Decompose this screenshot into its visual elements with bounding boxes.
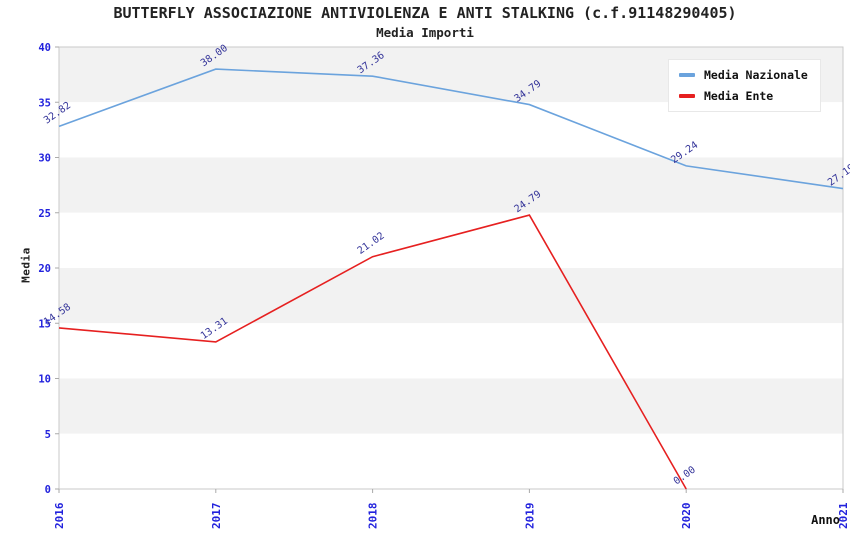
y-tick-label: 10 — [38, 374, 51, 386]
y-tick-label: 35 — [38, 97, 51, 109]
media-ente-line-swatch — [679, 94, 695, 98]
plot-band — [59, 378, 843, 434]
media-nazionale-line-swatch — [679, 73, 695, 77]
x-tick-label: 2017 — [210, 503, 223, 530]
y-tick-label: 20 — [38, 263, 51, 275]
y-tick-label: 25 — [38, 208, 51, 220]
chart-title: BUTTERFLY ASSOCIAZIONE ANTIVIOLENZA E AN… — [113, 4, 737, 22]
chart-subtitle: Media Importi — [376, 25, 474, 40]
plot-band — [59, 212, 843, 268]
y-tick-label: 0 — [45, 484, 51, 496]
y-axis-title: Media — [19, 247, 33, 283]
x-tick-label: 2021 — [837, 502, 850, 529]
series-line-0 — [58, 68, 844, 190]
y-tick-label: 15 — [38, 318, 51, 330]
y-tick-label: 5 — [45, 429, 51, 441]
x-tick-label: 2020 — [680, 503, 693, 530]
plot-band — [59, 268, 843, 324]
legend-label-media-nazionale: Media Nazionale — [704, 68, 808, 82]
plot-band — [59, 157, 843, 213]
legend-label-media-ente: Media Ente — [704, 89, 774, 103]
series-line-1 — [58, 214, 687, 490]
y-tick-label: 40 — [38, 42, 51, 54]
legend: Media Nazionale Media Ente — [668, 59, 821, 112]
x-tick-label: 2016 — [53, 502, 66, 529]
x-tick-label: 2019 — [523, 503, 536, 530]
legend-entry-media-nazionale: Media Nazionale — [679, 68, 808, 82]
y-tick-label: 30 — [38, 153, 51, 165]
legend-entry-media-ente: Media Ente — [679, 89, 808, 103]
plot-band — [59, 323, 843, 379]
x-tick-label: 2018 — [367, 503, 380, 530]
plot-band — [59, 433, 843, 489]
x-axis-title: Anno — [811, 513, 840, 527]
